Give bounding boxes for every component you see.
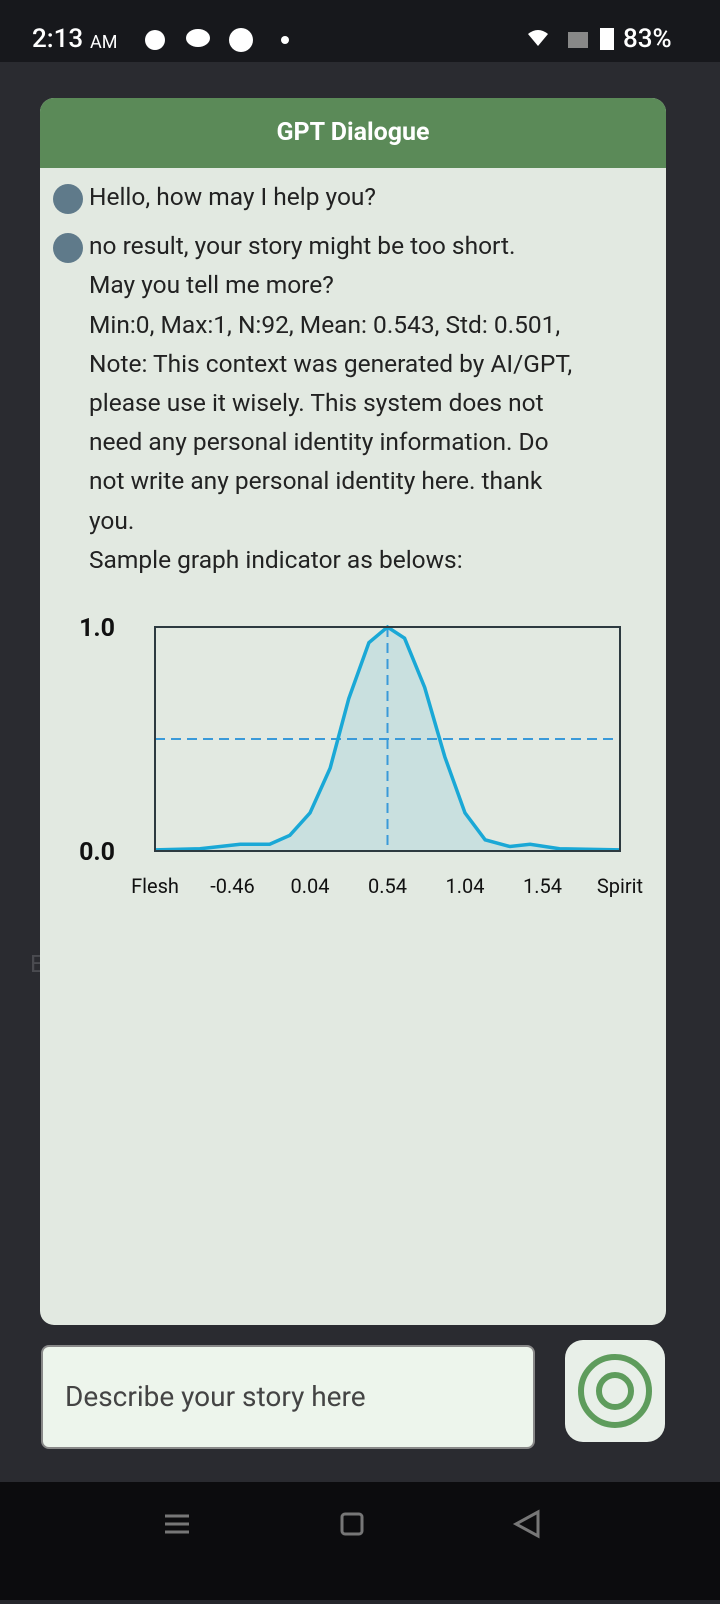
graph: 1.0 0.0 Flesh -0.46 0.04 0.54 1.04 1.54 Spirit — [79, 614, 643, 898]
message-line: please use it wisely. This system does n… — [89, 388, 544, 417]
x-tick-label: Spirit — [597, 874, 643, 898]
message-line: Sample graph indicator as belows: — [89, 544, 463, 574]
ampm: AM — [90, 32, 118, 53]
notification-icons — [145, 28, 289, 52]
bell-icon — [53, 184, 83, 214]
message-line: Hello, how may I help you? — [89, 182, 377, 211]
dialog-title: GPT Dialogue — [40, 98, 666, 168]
gpt-button[interactable] — [565, 1340, 665, 1442]
x-tick-label: -0.46 — [210, 874, 255, 898]
x-tick-label: 0.54 — [368, 874, 407, 898]
battery: 83% — [623, 24, 672, 54]
message-line: no result, your story might be too short… — [89, 231, 516, 261]
plot-frame — [154, 626, 621, 852]
bell-icon — [53, 233, 83, 264]
clock: 2:13 — [32, 24, 84, 54]
y-tick-label: 1.0 — [79, 614, 115, 643]
system-icons — [528, 28, 614, 50]
message-line: not write any personal identity here. th… — [89, 466, 543, 496]
nav-bar — [0, 1482, 720, 1600]
message-line: need any personal identity information. … — [89, 427, 549, 457]
story-input[interactable]: Describe your story here — [41, 1345, 535, 1449]
x-tick-label: Flesh — [131, 874, 179, 898]
message-line: Min:0, Max:1, N:92, Mean: 0.543, Std: 0.… — [89, 309, 561, 339]
message-line: May you tell me more? — [89, 270, 334, 300]
message-line: Note: This context was generated by AI/G… — [89, 348, 573, 378]
dialog: GPT Dialogue Hello, how may I help you? n… — [40, 98, 666, 1325]
message-line: you. — [89, 505, 135, 535]
x-tick-label: 0.04 — [291, 874, 330, 898]
x-tick-label: 1.54 — [523, 874, 562, 898]
y-tick-label: 0.0 — [79, 838, 115, 867]
x-tick-label: 1.04 — [446, 874, 485, 898]
status-bar: 2:13 AM 83% — [0, 0, 720, 62]
